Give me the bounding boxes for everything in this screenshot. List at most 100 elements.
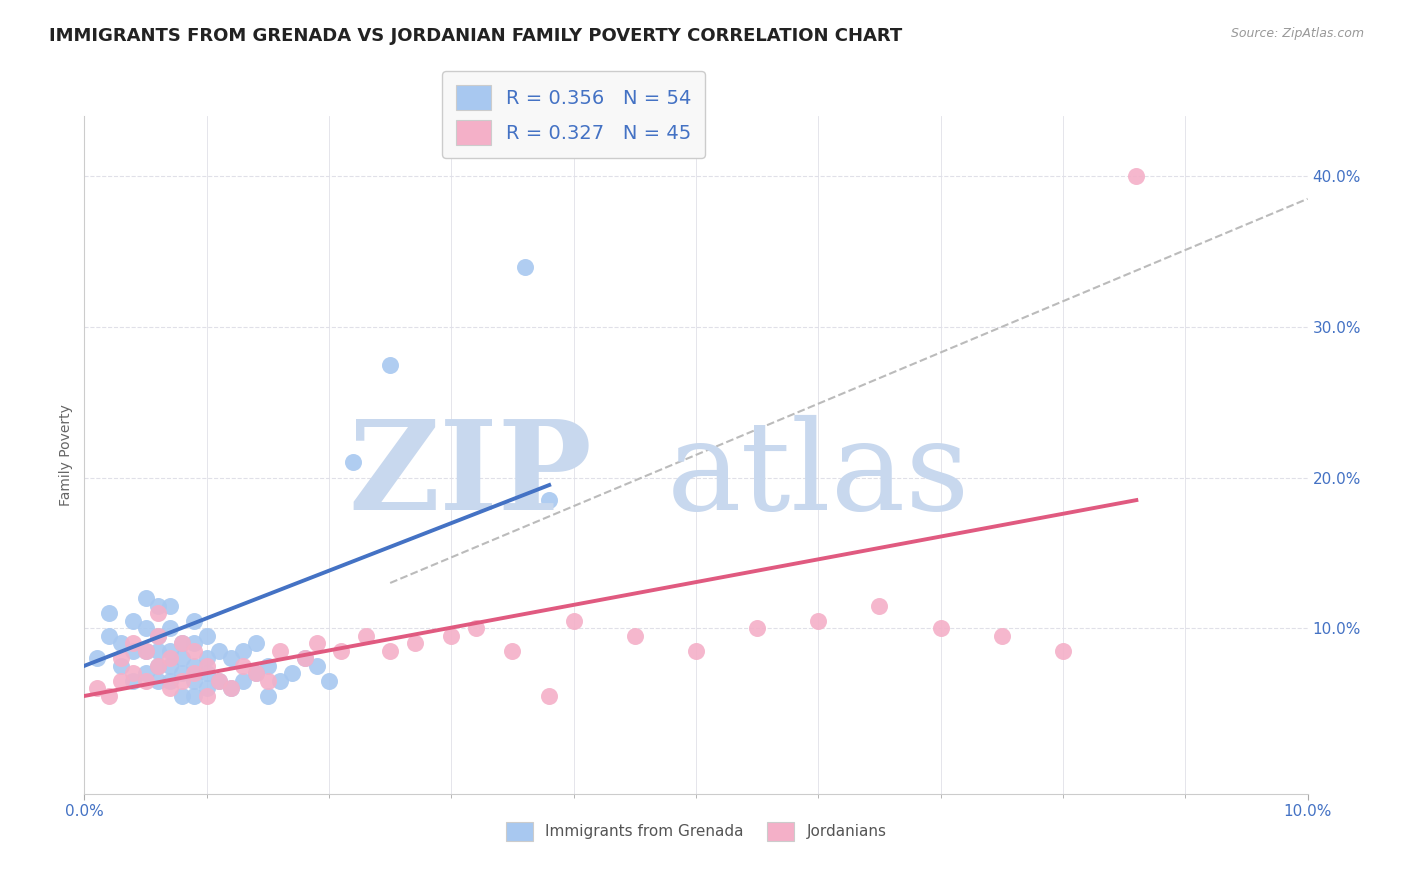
Point <box>110 658 132 673</box>
Point <box>294 651 316 665</box>
Point <box>294 651 316 665</box>
Point <box>172 651 194 665</box>
Point <box>195 629 218 643</box>
Point <box>440 629 463 643</box>
Point <box>219 651 242 665</box>
Point <box>86 651 108 665</box>
Point <box>122 666 145 681</box>
Point <box>257 673 280 688</box>
Point <box>159 599 181 613</box>
Point <box>305 658 328 673</box>
Point <box>354 629 377 643</box>
Y-axis label: Family Poverty: Family Poverty <box>59 404 73 506</box>
Point <box>172 636 194 650</box>
Point <box>183 614 205 628</box>
Point <box>404 636 426 650</box>
Point <box>159 644 181 658</box>
Point <box>257 658 280 673</box>
Point <box>281 666 304 681</box>
Point <box>172 666 194 681</box>
Point <box>269 644 291 658</box>
Point <box>685 644 707 658</box>
Point <box>172 689 194 703</box>
Point <box>122 673 145 688</box>
Point <box>97 606 120 620</box>
Point <box>195 658 218 673</box>
Point <box>146 599 169 613</box>
Point <box>183 666 205 681</box>
Point <box>159 681 181 696</box>
Point <box>110 651 132 665</box>
Point <box>146 644 169 658</box>
Point <box>624 629 647 643</box>
Point <box>208 673 231 688</box>
Point <box>159 651 181 665</box>
Text: atlas: atlas <box>666 415 970 536</box>
Point <box>122 644 145 658</box>
Point <box>183 689 205 703</box>
Point <box>195 681 218 696</box>
Point <box>135 591 157 605</box>
Point <box>195 689 218 703</box>
Point <box>146 658 169 673</box>
Point <box>135 644 157 658</box>
Point <box>330 644 353 658</box>
Point <box>1125 169 1147 184</box>
Point <box>135 666 157 681</box>
Text: ZIP: ZIP <box>349 415 592 536</box>
Point <box>110 673 132 688</box>
Point <box>146 606 169 620</box>
Point <box>195 651 218 665</box>
Point <box>380 358 402 372</box>
Text: IMMIGRANTS FROM GRENADA VS JORDANIAN FAMILY POVERTY CORRELATION CHART: IMMIGRANTS FROM GRENADA VS JORDANIAN FAM… <box>49 27 903 45</box>
Point <box>183 644 205 658</box>
Point <box>159 658 181 673</box>
Point <box>122 614 145 628</box>
Point <box>1052 644 1074 658</box>
Point <box>219 681 242 696</box>
Point <box>232 658 254 673</box>
Point <box>159 673 181 688</box>
Point <box>538 493 561 508</box>
Point <box>146 673 169 688</box>
Point <box>146 629 169 643</box>
Point <box>245 666 267 681</box>
Point <box>869 599 891 613</box>
Point <box>183 658 205 673</box>
Point <box>122 636 145 650</box>
Point <box>269 673 291 688</box>
Point <box>562 614 585 628</box>
Point <box>135 644 157 658</box>
Point <box>183 673 205 688</box>
Point <box>195 666 218 681</box>
Point <box>208 673 231 688</box>
Point <box>502 644 524 658</box>
Point <box>135 673 157 688</box>
Point <box>172 673 194 688</box>
Point <box>110 636 132 650</box>
Point <box>219 681 242 696</box>
Point <box>97 629 120 643</box>
Point <box>86 681 108 696</box>
Point <box>305 636 328 650</box>
Point <box>146 658 169 673</box>
Point <box>257 689 280 703</box>
Point <box>538 689 561 703</box>
Point <box>318 673 340 688</box>
Point <box>245 666 267 681</box>
Point <box>807 614 830 628</box>
Text: Source: ZipAtlas.com: Source: ZipAtlas.com <box>1230 27 1364 40</box>
Point <box>208 644 231 658</box>
Point <box>232 644 254 658</box>
Point <box>747 621 769 635</box>
Point <box>991 629 1014 643</box>
Point <box>135 621 157 635</box>
Point <box>172 636 194 650</box>
Point <box>183 636 205 650</box>
Legend: Immigrants from Grenada, Jordanians: Immigrants from Grenada, Jordanians <box>499 815 893 847</box>
Point <box>342 455 364 469</box>
Point <box>513 260 536 274</box>
Point <box>245 636 267 650</box>
Point <box>380 644 402 658</box>
Point <box>146 629 169 643</box>
